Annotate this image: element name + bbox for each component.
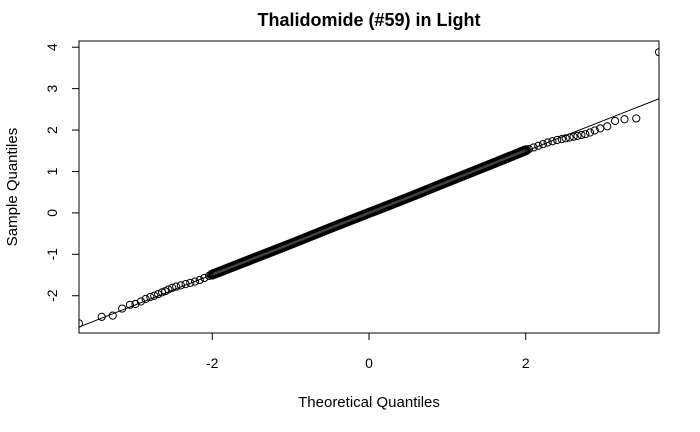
- x-axis: -2 0 2: [206, 332, 530, 371]
- data-point: [654, 48, 659, 57]
- data-point: [565, 133, 574, 142]
- data-point: [603, 122, 612, 131]
- data-point: [561, 134, 570, 143]
- data-point: [79, 319, 84, 328]
- data-point: [569, 132, 578, 141]
- data-point: [150, 291, 159, 300]
- data-point: [538, 140, 548, 149]
- data-point: [581, 130, 590, 139]
- data-point: [172, 282, 181, 291]
- data-point: [548, 137, 557, 146]
- y-axis-label: Sample Quantiles: [4, 128, 21, 246]
- data-point: [97, 312, 106, 321]
- data-point: [190, 277, 200, 286]
- data-point: [205, 271, 214, 280]
- data-point: [141, 294, 150, 304]
- plot-frame: [78, 40, 660, 334]
- data-point: [529, 143, 538, 152]
- data-point: [553, 135, 562, 145]
- dense-point-band: [207, 145, 531, 280]
- x-tick-label: 0: [365, 355, 373, 371]
- y-tick-label: -2: [44, 289, 60, 302]
- data-point: [585, 128, 595, 137]
- data-point: [590, 126, 599, 135]
- data-point: [146, 292, 155, 302]
- data-point: [118, 304, 127, 313]
- x-tick-label: 2: [522, 355, 530, 371]
- plot-area: [79, 48, 659, 328]
- y-axis: -2 -1 0 1 2 3 4: [44, 43, 80, 302]
- y-tick-label: 2: [44, 126, 60, 134]
- y-tick-label: 1: [44, 167, 60, 175]
- data-point: [125, 300, 135, 309]
- data-point: [524, 145, 533, 154]
- data-point: [543, 138, 552, 147]
- data-point: [200, 273, 209, 283]
- data-point: [557, 135, 566, 144]
- data-point: [181, 280, 190, 289]
- data-point: [195, 275, 204, 285]
- data-point: [136, 297, 146, 306]
- y-tick-label: 4: [44, 43, 60, 51]
- data-point: [611, 116, 620, 126]
- data-point: [186, 278, 195, 287]
- y-tick-label: 3: [44, 85, 60, 93]
- data-point: [154, 289, 163, 299]
- x-tick-label: -2: [206, 355, 219, 371]
- data-point: [164, 285, 173, 294]
- data-point: [131, 299, 140, 309]
- data-point: [577, 130, 586, 140]
- x-axis-label: Theoretical Quantiles: [298, 394, 440, 411]
- data-point: [620, 115, 629, 124]
- data-point: [534, 141, 543, 150]
- data-point: [108, 311, 117, 320]
- y-tick-label: -1: [44, 248, 60, 261]
- data-point: [176, 281, 185, 290]
- data-point: [573, 131, 582, 140]
- dense-point-band-highlight: [210, 149, 528, 276]
- data-point: [168, 283, 177, 292]
- y-tick-label: 0: [44, 209, 60, 217]
- data-point: [632, 114, 641, 123]
- chart-title: Thalidomide (#59) in Light: [257, 10, 480, 30]
